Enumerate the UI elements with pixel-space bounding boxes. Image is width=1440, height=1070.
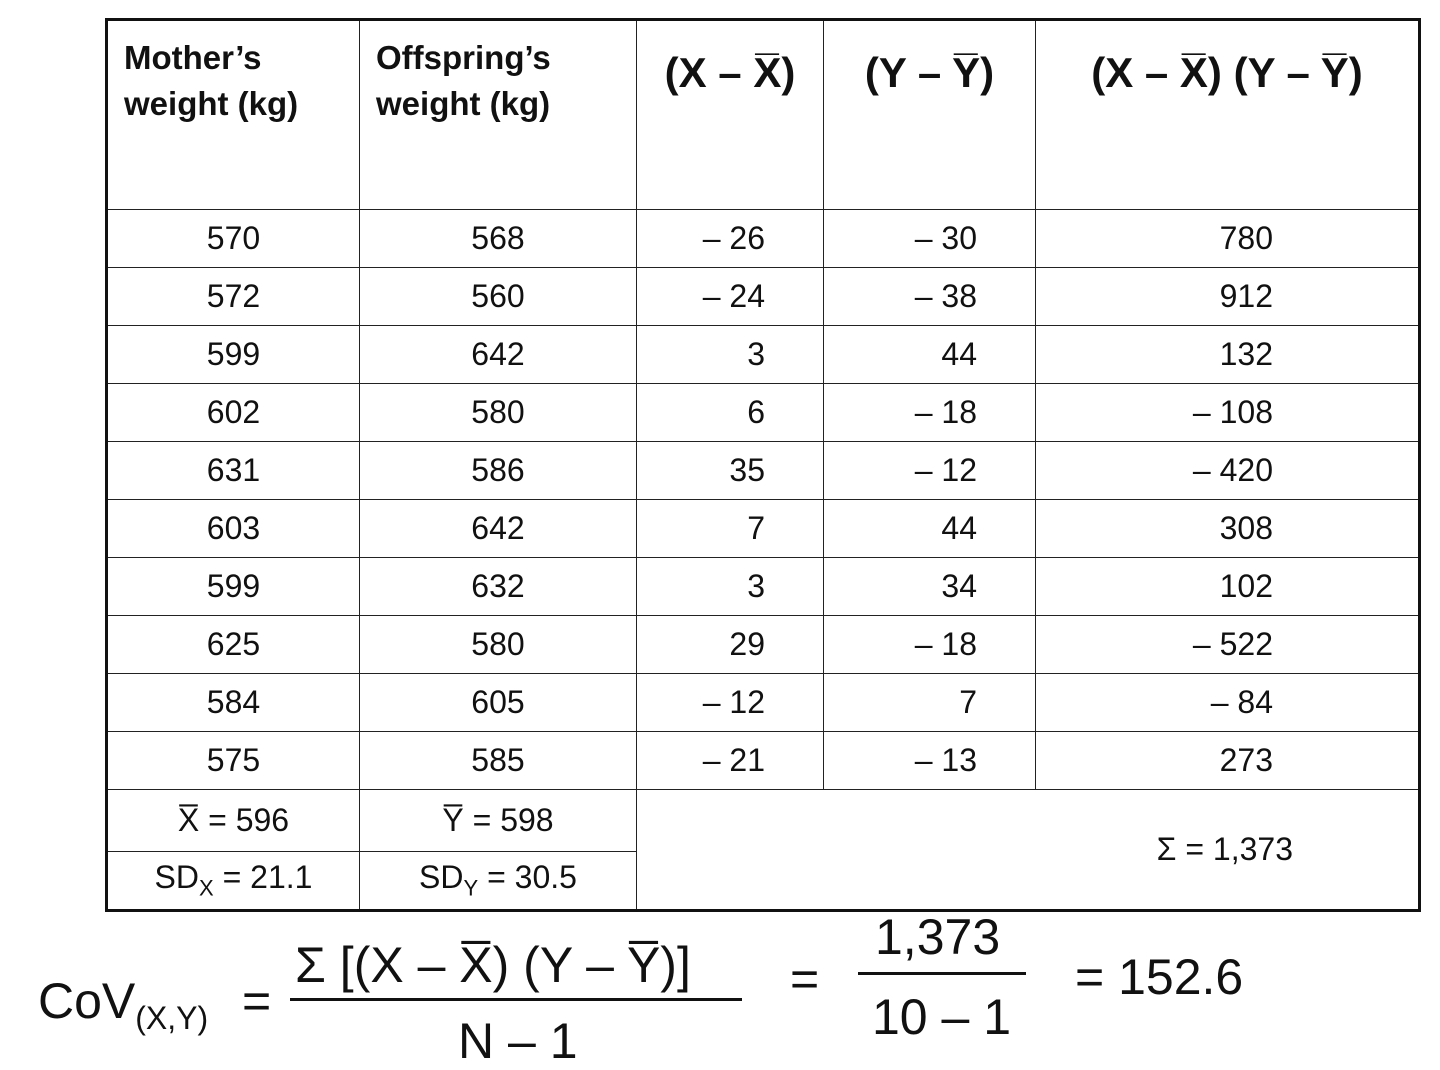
cell: – 108 <box>1035 383 1420 442</box>
cell: 605 <box>359 673 637 732</box>
header-cell: (X – X̅) (Y – Y̅) <box>1035 19 1420 210</box>
data-row: 599 642 3 44 132 <box>106 325 1420 384</box>
denominator: 10 – 1 <box>872 989 1012 1045</box>
data-row: 603 642 7 44 308 <box>106 499 1420 558</box>
equals: = <box>242 973 272 1029</box>
cell: 642 <box>359 499 637 558</box>
data-row: 572 560– 24– 38 912 <box>106 267 1420 326</box>
formula-lhs: CoV(X,Y) <box>38 972 208 1037</box>
mean-y: Y̅ = 598 <box>359 789 637 852</box>
cell: 35 <box>636 441 824 500</box>
cell: 585 <box>359 731 637 790</box>
cell: 6 <box>636 383 824 442</box>
numerator: 1,373 <box>875 909 1001 965</box>
cell: – 12 <box>823 441 1036 500</box>
sd-label: SD <box>154 859 199 896</box>
cell: – 12 <box>636 673 824 732</box>
cell: – 21 <box>636 731 824 790</box>
cell: 602 <box>106 383 360 442</box>
cell: 7 <box>823 673 1036 732</box>
data-row: 575 585– 21– 13 273 <box>106 731 1420 790</box>
header-row: Mother’s weight (kg) Offspring’s weight … <box>106 19 1420 210</box>
covariance-table: Mother’s weight (kg) Offspring’s weight … <box>105 18 1421 912</box>
data-row: 599 632 3 34 102 <box>106 557 1420 616</box>
cell: 34 <box>823 557 1036 616</box>
sum: Σ = 1,373 <box>636 789 1420 911</box>
cell: 44 <box>823 325 1036 384</box>
numerator: Σ [(X – X̅) (Y – Y̅)] <box>295 937 691 993</box>
cell: 3 <box>636 325 824 384</box>
mean-row: X̅ = 596 Y̅ = 598 Σ = 1,373 <box>106 789 1420 911</box>
cell: 586 <box>359 441 637 500</box>
cell: 273 <box>1035 731 1420 790</box>
header-cell: Offspring’s weight (kg) <box>359 19 637 210</box>
cell: 44 <box>823 499 1036 558</box>
fraction-bar <box>858 972 1026 975</box>
cell: 599 <box>106 325 360 384</box>
header-cell: (X – X̅) <box>636 19 824 210</box>
cov-sub: (X,Y) <box>135 1000 209 1036</box>
data-row: 602 580 6– 18– 108 <box>106 383 1420 442</box>
sd-value: = 30.5 <box>478 859 577 896</box>
sd-sub: Y <box>463 875 479 901</box>
cov: CoV <box>38 973 136 1029</box>
cell: – 84 <box>1035 673 1420 732</box>
cell: 780 <box>1035 209 1420 268</box>
data-row: 625 580 29– 18– 522 <box>106 615 1420 674</box>
cell: 7 <box>636 499 824 558</box>
cell: 3 <box>636 557 824 616</box>
cell: 575 <box>106 731 360 790</box>
cell: 631 <box>106 441 360 500</box>
cell: 580 <box>359 383 637 442</box>
cell: – 26 <box>636 209 824 268</box>
cell: – 18 <box>823 615 1036 674</box>
result: = 152.6 <box>1075 949 1244 1005</box>
sd-x: SDX = 21.1 <box>106 851 360 911</box>
header-cell: Mother’s weight (kg) <box>106 19 360 210</box>
cell: 632 <box>359 557 637 616</box>
sd-label: SD <box>419 859 464 896</box>
cell: 912 <box>1035 267 1420 326</box>
cell: 29 <box>636 615 824 674</box>
cell: 603 <box>106 499 360 558</box>
sd-row: SDX = 21.1 SDY = 30.5 <box>106 851 1420 911</box>
data-row: 631 586 35– 12– 420 <box>106 441 1420 500</box>
cell: – 30 <box>823 209 1036 268</box>
cell: 560 <box>359 267 637 326</box>
cell: 570 <box>106 209 360 268</box>
cell: – 24 <box>636 267 824 326</box>
data-row: 584 605– 12 7– 84 <box>106 673 1420 732</box>
denominator: N – 1 <box>458 1013 578 1069</box>
cell: 580 <box>359 615 637 674</box>
cell: – 420 <box>1035 441 1420 500</box>
cell: 102 <box>1035 557 1420 616</box>
cell: – 13 <box>823 731 1036 790</box>
cell: – 18 <box>823 383 1036 442</box>
equals: = <box>790 951 820 1007</box>
sd-sub: X <box>199 875 214 901</box>
cell: 572 <box>106 267 360 326</box>
cell: 308 <box>1035 499 1420 558</box>
data-row: 570 568– 26– 30 780 <box>106 209 1420 268</box>
header-cell: (Y – Y̅) <box>823 19 1036 210</box>
sd-value: = 21.1 <box>213 859 313 896</box>
cell: 584 <box>106 673 360 732</box>
sd-y: SDY = 30.5 <box>359 851 637 911</box>
cell: 625 <box>106 615 360 674</box>
cell: – 38 <box>823 267 1036 326</box>
table-body: 570 568– 26– 30 780 572 560– 24– 38 912 599 642… <box>106 209 1420 790</box>
fraction-bar <box>290 998 742 1001</box>
cell: 132 <box>1035 325 1420 384</box>
cell: 568 <box>359 209 637 268</box>
mean-x: X̅ = 596 <box>106 789 360 852</box>
cell: 599 <box>106 557 360 616</box>
cell: 642 <box>359 325 637 384</box>
cell: – 522 <box>1035 615 1420 674</box>
